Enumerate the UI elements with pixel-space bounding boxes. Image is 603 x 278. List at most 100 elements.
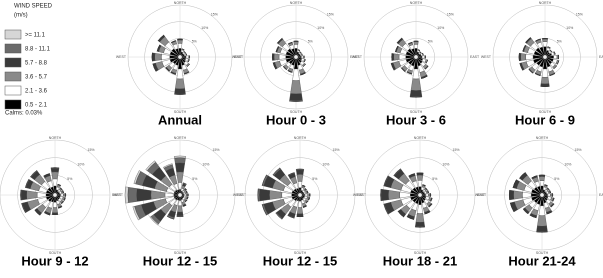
- direction-label: EAST: [112, 193, 122, 197]
- wind-rose: 5% 10% 15% NORTH EAST SOUTH WEST Hour 21-24: [475, 136, 603, 269]
- wind-segment: [409, 90, 423, 97]
- wind-segment: [553, 55, 558, 59]
- wind-segment: [303, 205, 307, 208]
- wind-segment: [177, 182, 183, 190]
- wind-segment: [406, 72, 412, 75]
- ring-label: 15%: [447, 12, 454, 16]
- ring-label: 10%: [77, 162, 84, 166]
- wind-segment: [174, 155, 186, 159]
- wind-segment: [538, 205, 546, 216]
- wind-segment: [184, 72, 190, 75]
- wind-segment: [520, 53, 527, 61]
- wind-segment: [525, 53, 534, 61]
- calms-label: Calms: 0.03%: [5, 111, 43, 117]
- wind-segment: [539, 176, 545, 181]
- wind-segment: [550, 193, 553, 197]
- wind-segment: [550, 49, 553, 52]
- wind-segment: [175, 78, 185, 90]
- wind-segment: [509, 189, 514, 201]
- chart-title: Hour 21-24: [508, 253, 576, 268]
- wind-segment: [293, 41, 299, 45]
- wind-segment: [304, 59, 306, 63]
- wind-segment: [188, 59, 190, 63]
- legend-label: 5.7 - 8.8: [25, 61, 48, 67]
- wind-segment: [539, 180, 545, 187]
- wind-rose: 5% 10% 15% NORTH EAST SOUTH WEST Hour 12 - 15: [233, 136, 367, 269]
- wind-segment: [556, 54, 559, 60]
- wind-segment: [542, 41, 548, 47]
- wind-segment: [415, 221, 425, 227]
- wind-segment: [308, 197, 310, 201]
- wind-segment: [275, 46, 279, 53]
- wind-segment: [541, 68, 549, 78]
- wind-segment: [388, 190, 401, 200]
- wind-segment: [163, 163, 173, 169]
- wind-segment: [52, 207, 58, 214]
- ring-label: 5%: [432, 177, 437, 181]
- wind-segment: [554, 51, 556, 55]
- wind-segment: [61, 201, 64, 204]
- wind-segment: [540, 83, 550, 87]
- direction-label: EAST: [470, 55, 480, 59]
- wind-segment: [421, 76, 428, 79]
- ring-label: 15%: [333, 148, 340, 152]
- wind-segment: [124, 186, 129, 204]
- direction-label: WEST: [481, 55, 492, 59]
- wind-segment: [51, 212, 59, 215]
- direction-label: WEST: [353, 193, 364, 197]
- wind-segment: [154, 53, 162, 61]
- wind-segment: [273, 53, 280, 61]
- wind-segment: [164, 192, 174, 198]
- chart-title: Hour 6 - 9: [515, 112, 575, 127]
- wind-rose: 5% 10% 15% NORTH EAST SOUTH WEST Hour 3 - 6: [352, 1, 480, 128]
- wind-segment: [51, 171, 59, 180]
- wind-segment: [296, 169, 304, 175]
- chart-title: Hour 12 - 15: [263, 253, 337, 268]
- wind-segment: [425, 66, 429, 70]
- wind-segment: [44, 212, 51, 216]
- ring-label: 15%: [88, 148, 95, 152]
- direction-label: SOUTH: [174, 110, 187, 114]
- wind-segment: [63, 193, 66, 197]
- wind-segment: [398, 54, 406, 60]
- wind-segment: [185, 55, 189, 59]
- legend-units: (m/s): [14, 13, 28, 19]
- wind-segment: [177, 43, 183, 49]
- wind-segment: [132, 206, 141, 221]
- wind-segment: [522, 208, 529, 215]
- wind-segment: [186, 193, 188, 197]
- wind-segment: [289, 93, 303, 101]
- direction-label: SOUTH: [174, 251, 187, 255]
- wind-segment: [259, 188, 270, 202]
- ring-label: 15%: [575, 148, 582, 152]
- wind-segment: [136, 188, 152, 202]
- legend: WIND SPEED (m/s) Calms: 0.03%: [5, 4, 53, 117]
- direction-label: EAST: [599, 193, 603, 197]
- wind-segment: [185, 200, 188, 203]
- legend-label: 3.6 - 5.7: [25, 75, 48, 81]
- wind-rose: 5% 10% 15% NORTH EAST SOUTH WEST Hour 9 - 12: [0, 136, 122, 268]
- direction-label: NORTH: [410, 1, 423, 5]
- wind-segment: [156, 44, 160, 52]
- wind-segment: [417, 204, 423, 214]
- wind-segment: [52, 178, 58, 187]
- legend-title: WIND SPEED: [14, 4, 53, 10]
- wind-segment: [304, 193, 308, 197]
- wind-segment: [547, 187, 550, 190]
- wind-rose: 5% 10% 15% NORTH EAST SOUTH WEST Hour 6 - 9: [481, 1, 603, 128]
- ring-label: 15%: [576, 12, 583, 16]
- chart-title: Hour 12 - 15: [143, 253, 217, 268]
- direction-label: WEST: [475, 193, 486, 197]
- direction-label: EAST: [477, 193, 487, 197]
- direction-label: NORTH: [536, 136, 549, 140]
- ring-label: 15%: [211, 12, 218, 16]
- ring-label: 5%: [557, 40, 562, 44]
- wind-segment: [176, 211, 184, 216]
- wind-rose: 5% 10% 15% NORTH EAST SOUTH WEST Hour 0 - 3: [232, 1, 360, 128]
- legend-swatch: [4, 85, 22, 96]
- legend-swatch: [4, 43, 22, 54]
- wind-segment: [301, 53, 303, 56]
- legend-label: 8.8 - 11.1: [25, 47, 51, 53]
- wind-segment: [557, 60, 560, 65]
- direction-label: SOUTH: [294, 251, 307, 255]
